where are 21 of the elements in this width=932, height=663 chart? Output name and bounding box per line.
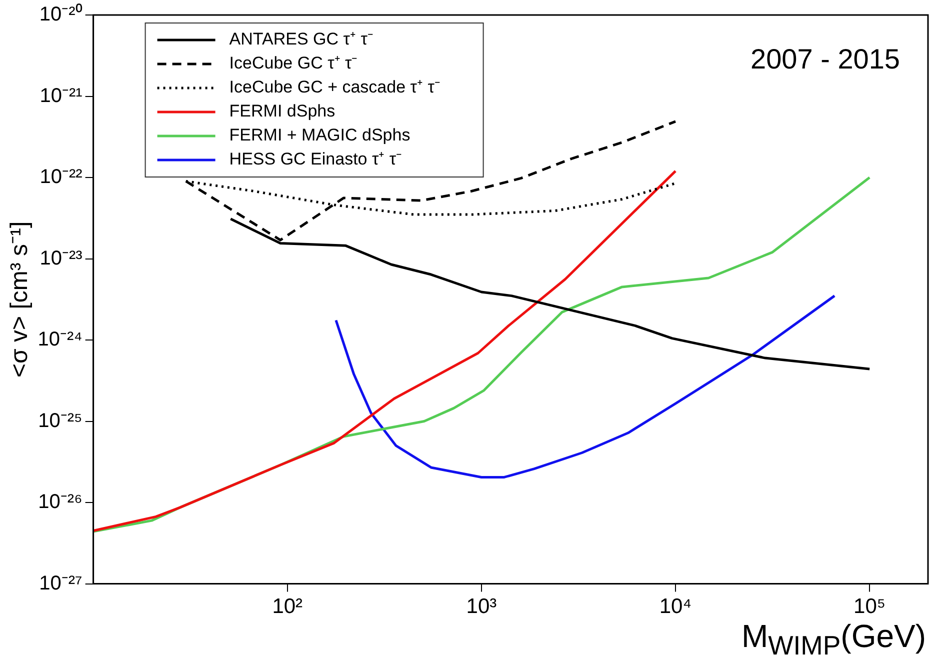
annotation: 2007 - 2015 xyxy=(750,44,900,75)
x-tick-label: 10⁴ xyxy=(659,595,692,618)
y-tick-label: 10⁻²⁷ xyxy=(39,572,82,594)
y-axis-title: <σ v> [cm³ s⁻¹] xyxy=(6,221,34,378)
y-tick-label: 10⁻²¹ xyxy=(40,84,83,107)
x-tick-label: 10² xyxy=(272,595,303,618)
legend-label: FERMI dSphs xyxy=(229,102,336,121)
y-tick-label: 10⁻²⁵ xyxy=(38,410,82,432)
y-tick-label: 10⁻²⁶ xyxy=(38,491,82,514)
y-tick-label: 10⁻²⁴ xyxy=(38,328,82,351)
legend-label: ANTARES GC τ⁺ τ⁻ xyxy=(229,30,374,49)
x-axis-title: M$_{WIMP}$(GeV) xyxy=(741,618,926,661)
legend-label: FERMI + MAGIC dSphs xyxy=(229,126,410,145)
y-tick-label: 10⁻²² xyxy=(40,166,83,188)
y-tick-label: 10⁻²⁰ xyxy=(39,2,82,26)
legend-label: HESS GC Einasto τ⁺ τ⁻ xyxy=(229,150,402,169)
legend-label: IceCube GC + cascade τ⁺ τ⁻ xyxy=(229,78,440,97)
x-tick-label: 10³ xyxy=(466,595,497,618)
x-tick-label: 10⁵ xyxy=(854,595,886,618)
legend-label: IceCube GC τ⁺ τ⁻ xyxy=(229,54,358,73)
y-tick-label: 10⁻²³ xyxy=(40,247,83,270)
